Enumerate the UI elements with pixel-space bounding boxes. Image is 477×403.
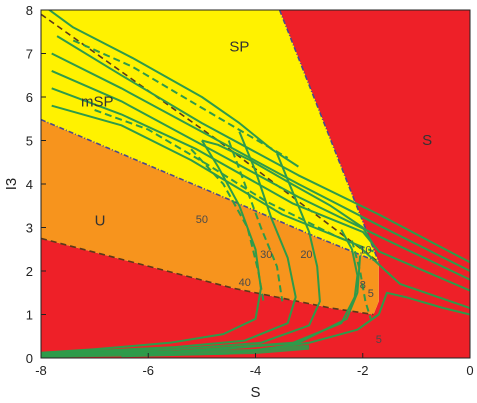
contour-line-9: [41, 153, 321, 356]
contour-label-3: 20: [300, 249, 312, 261]
contour-line-2: [51, 69, 470, 281]
region-label-s: S: [422, 132, 432, 149]
y-tick-label-4: 4: [26, 177, 33, 192]
region-label-u: U: [95, 212, 106, 229]
chart-overlay: S U SP mSP -8 -6 -4 -2 0 0 1 2 3 4 5 6 7 8: [26, 3, 474, 378]
dashed-line-0: [41, 13, 380, 263]
x-axis-label: S: [250, 384, 260, 401]
contour-label-2: 30: [260, 249, 272, 261]
contour-bundle-bottom: [41, 344, 310, 358]
y-tick-label-5: 5: [26, 134, 33, 149]
region-label-sp: SP: [229, 38, 249, 55]
y-tick-label-3: 3: [26, 221, 33, 236]
contour-label-6: 5: [368, 288, 374, 300]
contour-label-4: 10: [359, 245, 371, 257]
y-tick-label-8: 8: [26, 3, 33, 18]
x-tick-label-3: -2: [357, 363, 369, 378]
region-boundary-0: [41, 118, 380, 264]
y-tick-label-6: 6: [26, 90, 33, 105]
y-tick-label-7: 7: [26, 47, 33, 62]
x-tick-label-0: -8: [35, 363, 47, 378]
x-tick-label-4: 0: [466, 363, 473, 378]
region-label-msp: mSP: [81, 94, 114, 111]
contour-dashed-0: [72, 39, 289, 159]
contour-line-8: [41, 131, 297, 355]
contour-label-0: 50: [196, 214, 208, 226]
contour-label-5: 8: [360, 279, 366, 291]
contour-label-1: 40: [239, 277, 251, 289]
region-s: [41, 10, 470, 358]
region-u: [41, 119, 379, 315]
contour-dashed-1: [94, 109, 374, 253]
contour-line-4: [51, 104, 470, 309]
contour-line-0: [56, 35, 470, 264]
y-tick-label-0: 0: [26, 351, 33, 366]
contour-line-7: [41, 139, 262, 354]
plot-frame: [40, 9, 471, 359]
contour-line-3: [51, 87, 470, 292]
contour-dashed-4: [351, 240, 372, 320]
y-axis-label: I3: [3, 178, 20, 191]
x-tick-label-2: -4: [250, 363, 262, 378]
contour-label-7: 5: [376, 334, 382, 346]
contour-dashed-3: [227, 140, 284, 302]
contour-line-10: [41, 229, 359, 357]
y-tick-label-1: 1: [26, 308, 33, 323]
x-tick-label-1: -6: [142, 363, 154, 378]
y-tick-label-2: 2: [26, 264, 33, 279]
